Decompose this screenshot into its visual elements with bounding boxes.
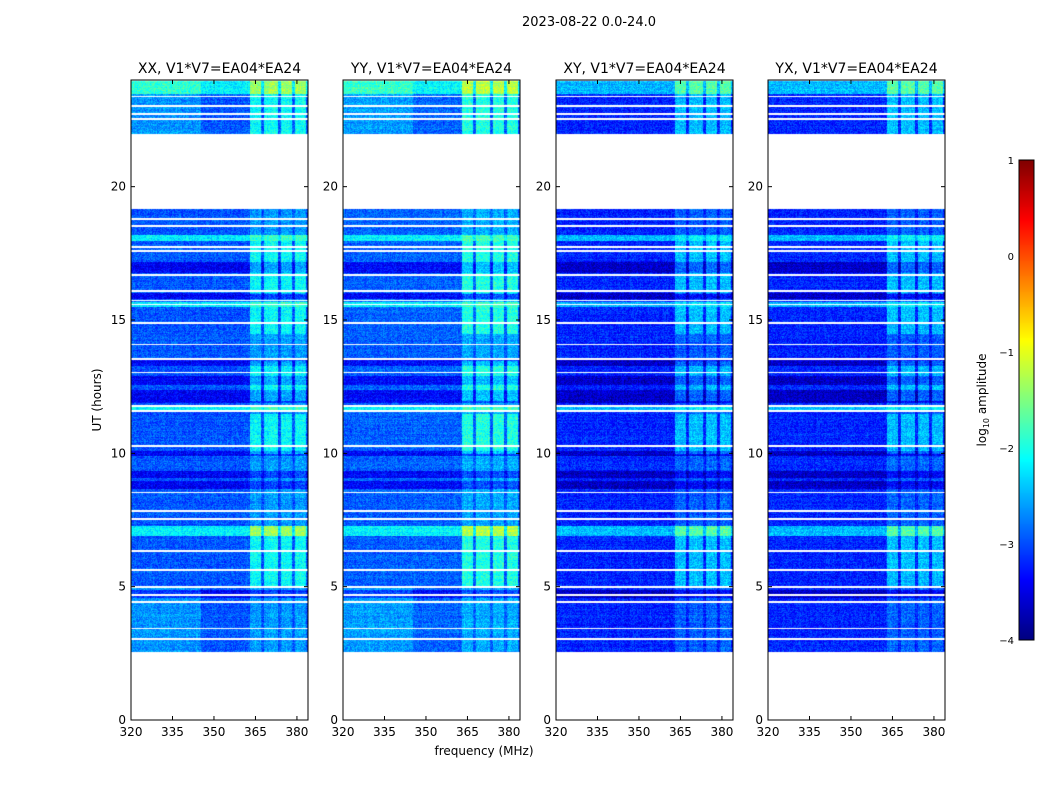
y-tick-label: 5 [118, 580, 126, 594]
colorbar-label: log10 amplitude [975, 354, 991, 447]
x-tick-label: 320 [757, 725, 780, 739]
colorbar-gradient [1019, 160, 1034, 640]
heatmap-yx [768, 80, 945, 720]
x-tick-label: 380 [710, 725, 733, 739]
y-tick-label: 0 [330, 713, 338, 727]
x-tick-label: 365 [881, 725, 904, 739]
x-tick-label: 335 [373, 725, 396, 739]
x-tick-label: 320 [545, 725, 568, 739]
y-tick-label: 0 [543, 713, 551, 727]
panel-title: YY, V1*V7=EA04*EA24 [350, 61, 512, 77]
colorbar-tick-label: −2 [999, 444, 1014, 455]
panel-yx: YX, V1*V7=EA04*EA24 320 335 350 365 380 0 5 10 15… [748, 61, 946, 739]
y-tick-label: 5 [543, 580, 551, 594]
colorbar-tick-label: 0 [1008, 252, 1014, 263]
colorbar-tick-label: −1 [999, 348, 1014, 359]
x-tick-label: 350 [203, 725, 226, 739]
panel-title: YX, V1*V7=EA04*EA24 [774, 61, 937, 77]
y-tick-label: 20 [111, 180, 126, 194]
y-tick-label: 5 [755, 580, 763, 594]
colorbar: 1 0 −1 −2 −3 −4 log10 amplitude [975, 156, 1035, 647]
x-tick-label: 380 [285, 725, 308, 739]
panel-xx: XX, V1*V7=EA04*EA24 320 335 350 365 380 0 5 10 15… [111, 61, 309, 739]
y-tick-label: 20 [748, 180, 763, 194]
y-axis-label: UT (hours) [90, 368, 104, 431]
y-tick-label: 10 [323, 446, 338, 460]
heatmap-xy [556, 80, 733, 720]
panel-title: XX, V1*V7=EA04*EA24 [138, 61, 301, 77]
colorbar-tick-label: 1 [1008, 156, 1014, 167]
x-tick-label: 350 [415, 725, 438, 739]
heatmap-yy [343, 80, 520, 720]
x-tick-label: 350 [840, 725, 863, 739]
x-tick-label: 365 [669, 725, 692, 739]
x-tick-label: 335 [161, 725, 184, 739]
y-tick-label: 15 [323, 313, 338, 327]
panels: XX, V1*V7=EA04*EA24 320 335 350 365 380 0 5 10 15… [111, 61, 946, 739]
y-tick-label: 20 [536, 180, 551, 194]
heatmap-xx [131, 80, 308, 720]
x-tick-label: 380 [922, 725, 945, 739]
plot-frame [130, 79, 309, 721]
plot-frame [767, 79, 946, 721]
x-tick-label: 335 [586, 725, 609, 739]
panel-xy: XY, V1*V7=EA04*EA24 320 335 350 365 380 0 5 10 15… [536, 61, 734, 739]
x-tick-label: 365 [456, 725, 479, 739]
x-tick-label: 320 [120, 725, 143, 739]
colorbar-tick-label: −3 [999, 540, 1014, 551]
x-axis-label: frequency (MHz) [434, 744, 533, 758]
x-tick-label: 350 [628, 725, 651, 739]
y-tick-label: 10 [536, 446, 551, 460]
plot-frame [555, 79, 734, 721]
x-tick-label: 320 [332, 725, 355, 739]
y-tick-label: 0 [755, 713, 763, 727]
plot-frame [342, 79, 521, 721]
colorbar-tick-label: −4 [999, 636, 1014, 647]
y-tick-label: 0 [118, 713, 126, 727]
figure-title: 2023-08-22 0.0-24.0 [522, 15, 656, 30]
x-tick-label: 365 [244, 725, 267, 739]
x-tick-label: 380 [497, 725, 520, 739]
panel-title: XY, V1*V7=EA04*EA24 [563, 61, 725, 77]
y-tick-label: 10 [748, 446, 763, 460]
y-tick-label: 5 [330, 580, 338, 594]
y-tick-label: 10 [111, 446, 126, 460]
panel-yy: YY, V1*V7=EA04*EA24 320 335 350 365 380 0 5 10 15… [323, 61, 521, 739]
y-tick-label: 20 [323, 180, 338, 194]
x-tick-label: 335 [798, 725, 821, 739]
y-tick-label: 15 [748, 313, 763, 327]
y-tick-label: 15 [111, 313, 126, 327]
colorbar-frame [1018, 159, 1035, 641]
y-tick-label: 15 [536, 313, 551, 327]
